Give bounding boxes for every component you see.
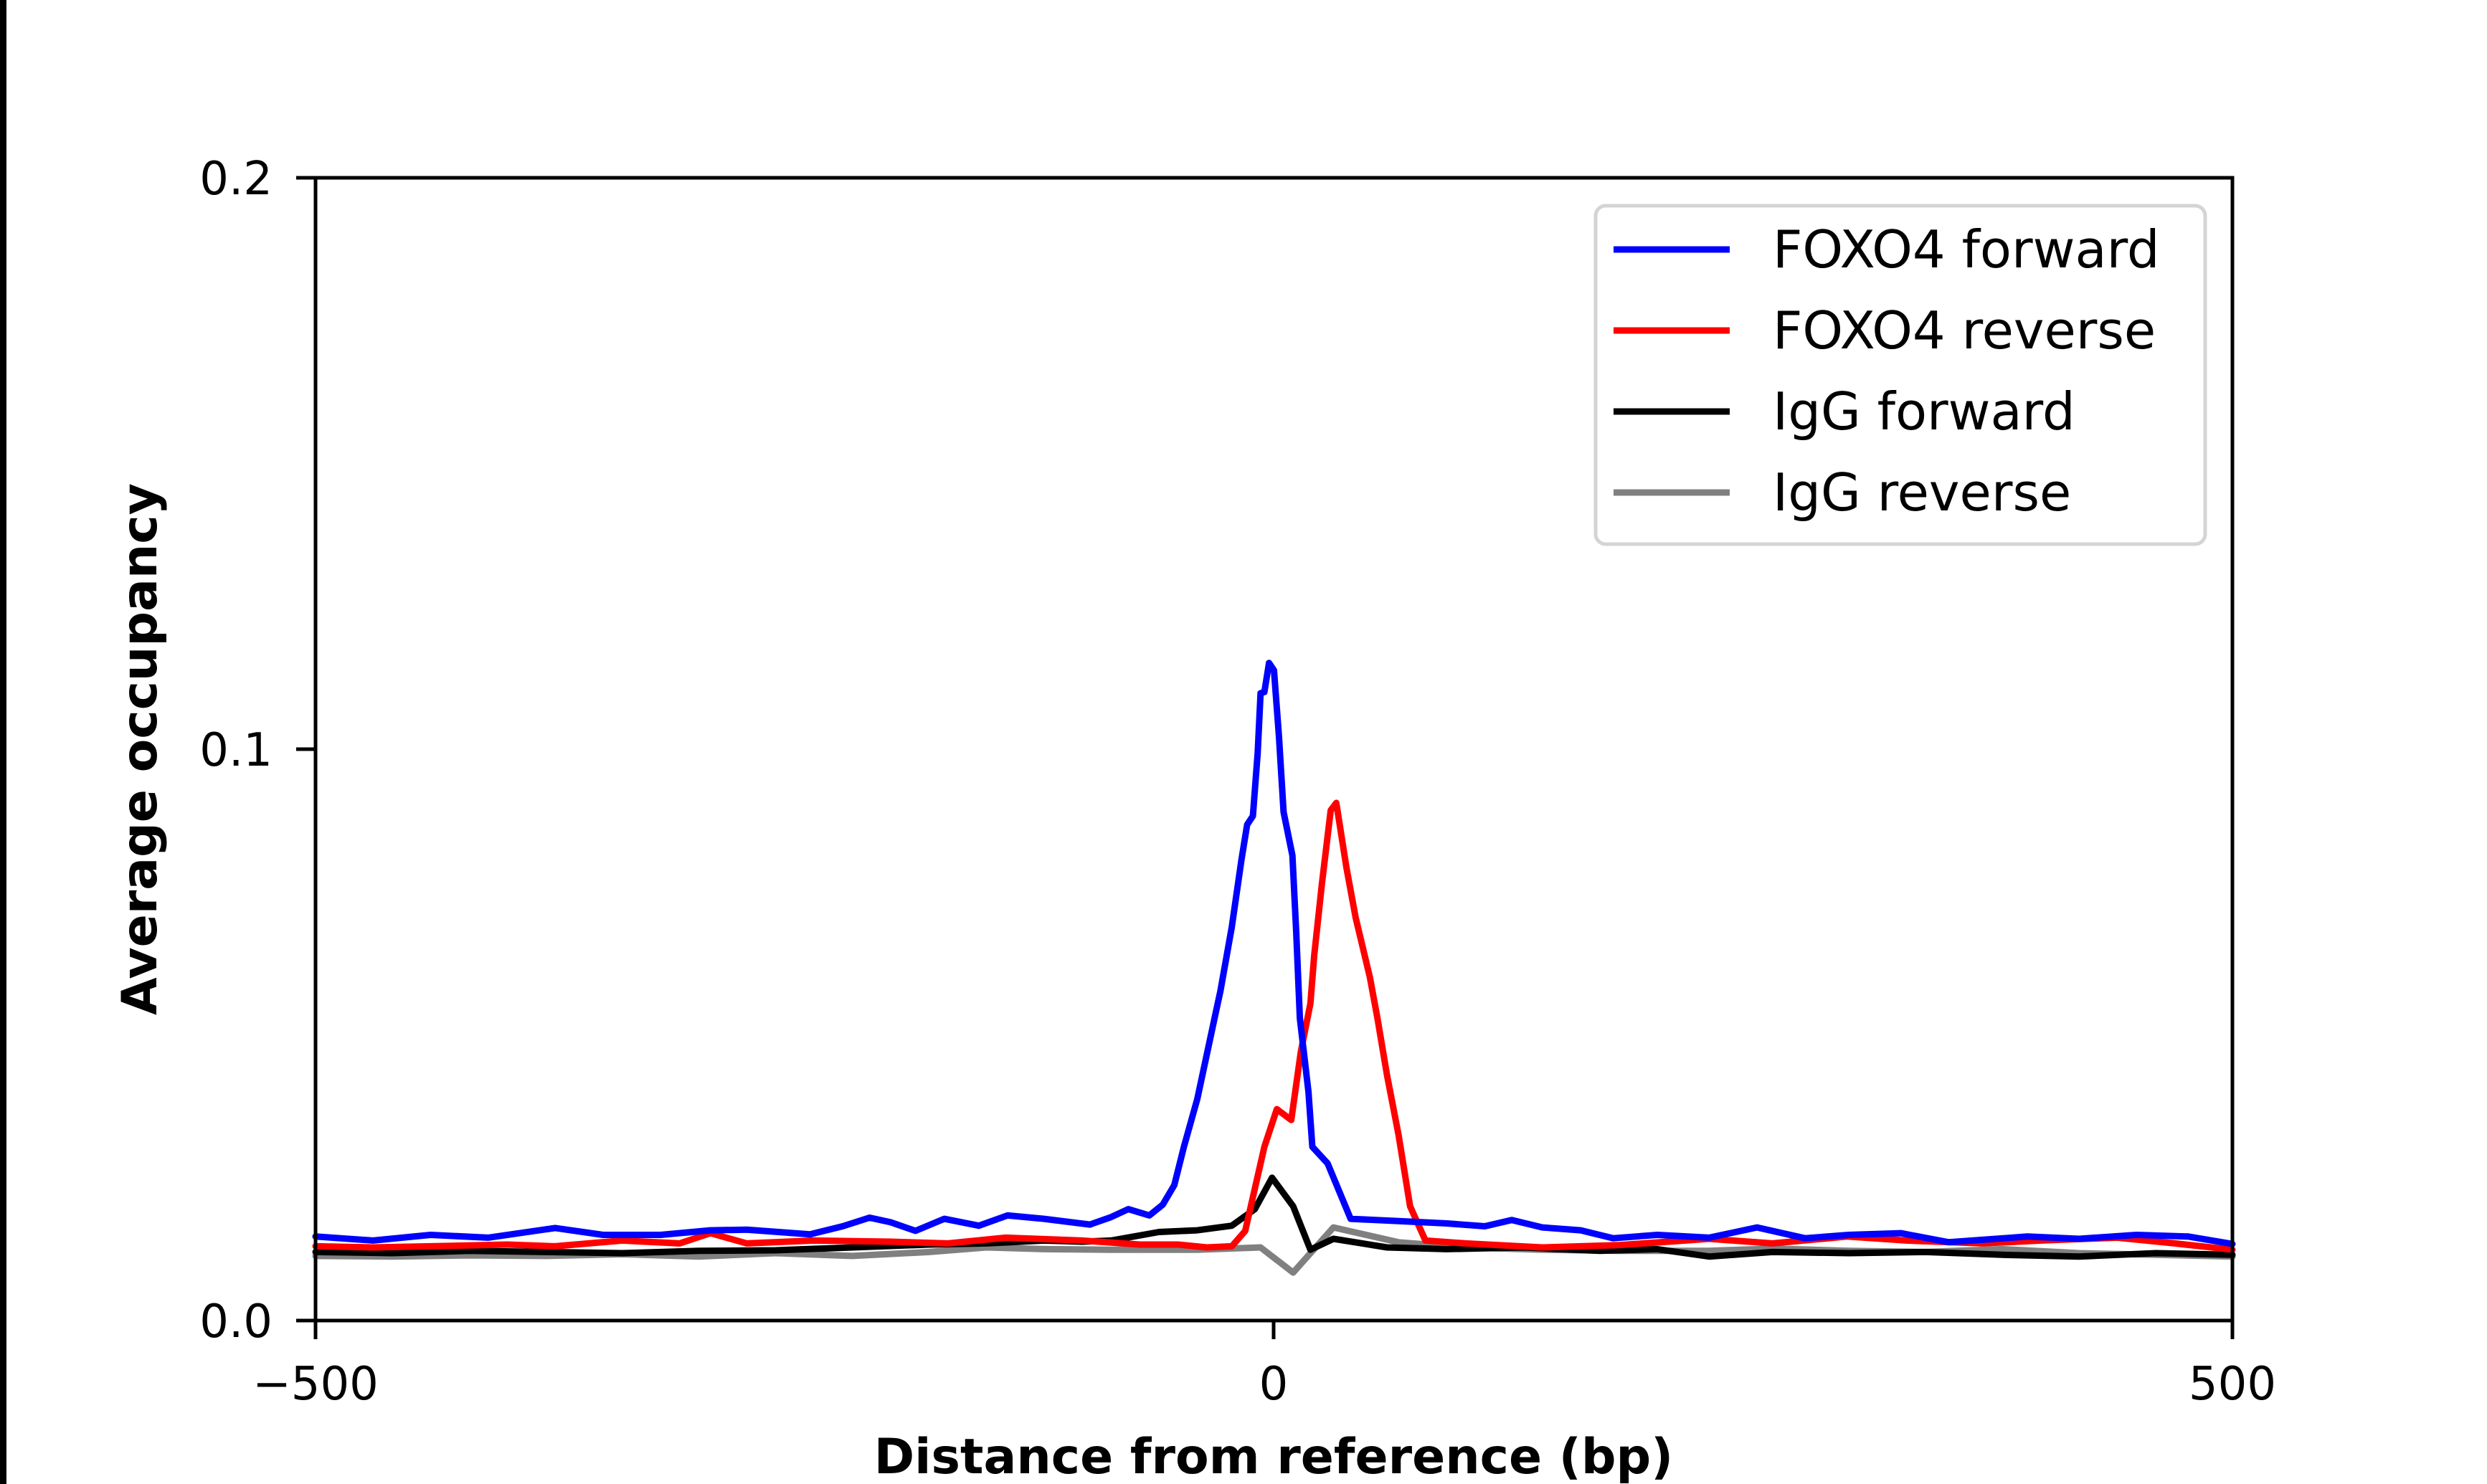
legend-label-igg-forward: IgG forward [1773,381,2075,442]
legend-label-igg-reverse: IgG reverse [1773,462,2071,523]
y-tick-label-1: 0.1 [199,724,273,777]
legend-label-foxo4-forward: FOXO4 forward [1773,219,2160,280]
series-layer [312,660,2236,1276]
legend-box [1593,204,2207,546]
legend-label-foxo4-reverse: FOXO4 reverse [1773,300,2156,361]
x-tick-label-2: 500 [2189,1358,2276,1411]
x-axis: −500 0 500 [252,1321,2276,1411]
legend: FOXO4 forward FOXO4 reverse IgG forward … [1593,204,2207,546]
series-foxo4-forward [312,660,2236,1247]
left-edge-bar [0,0,6,1484]
y-tick-label-2: 0.2 [199,153,273,206]
y-axis-label: Average occupancy [112,483,169,1015]
y-axis: 0.0 0.1 0.2 [199,153,316,1349]
y-tick-label-0: 0.0 [199,1295,273,1349]
x-tick-label-0: −500 [252,1358,379,1411]
x-axis-label: Distance from reference (bp) [874,1429,1674,1484]
series-foxo4-reverse [312,799,2236,1253]
series-igg-forward [312,1174,2236,1260]
x-tick-label-1: 0 [1259,1358,1289,1411]
